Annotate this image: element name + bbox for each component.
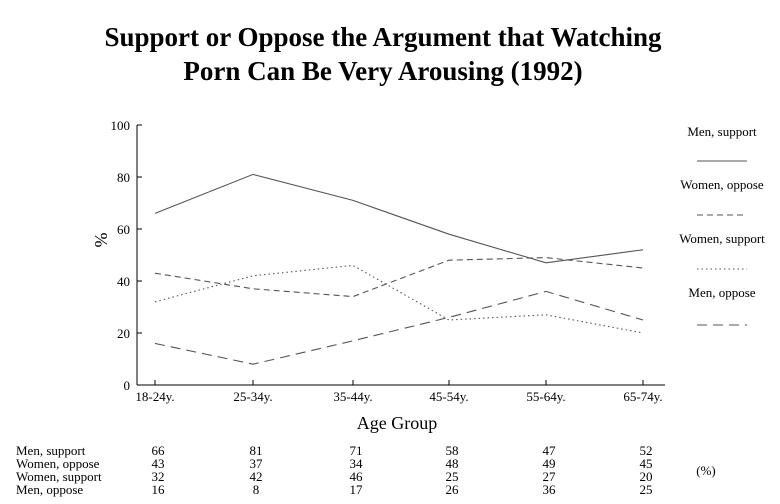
y-tick-label: 40 — [117, 274, 130, 289]
table-cell: 34 — [350, 456, 364, 471]
table-cell: 16 — [152, 482, 166, 497]
x-tick-label: 35-44y. — [333, 389, 372, 404]
chart-title-line-2: Porn Can Be Very Arousing (1992) — [183, 56, 582, 86]
legend-label: Men, support — [687, 124, 757, 139]
table-cell: 20 — [640, 469, 653, 484]
series-lines — [154, 173, 644, 365]
table-cell: 26 — [446, 482, 460, 497]
table-unit: (%) — [696, 463, 716, 478]
x-tick-label: 45-54y. — [429, 389, 468, 404]
x-axis-title: Age Group — [357, 413, 437, 433]
table-cell: 8 — [253, 482, 260, 497]
table-cell: 17 — [350, 482, 364, 497]
y-tick-label: 20 — [117, 326, 130, 341]
x-tick-label: 18-24y. — [135, 389, 174, 404]
series-line-3 — [154, 264, 644, 334]
legend: Men, support Women, oppose Women, support M… — [679, 124, 765, 326]
legend-label: Women, support — [679, 231, 765, 246]
table-cell: 46 — [350, 469, 364, 484]
legend-label: Women, oppose — [680, 177, 764, 192]
y-tick-label: 0 — [124, 378, 131, 393]
x-tick-label: 55-64y. — [526, 389, 565, 404]
x-tick-label: 65-74y. — [623, 389, 662, 404]
table-cell: 25 — [446, 469, 459, 484]
table-cell: 58 — [446, 443, 459, 458]
table-row-label: Women, oppose — [16, 456, 100, 471]
table-cell: 52 — [640, 443, 653, 458]
y-axis-title: % — [91, 233, 111, 248]
series-line-2 — [154, 257, 644, 298]
table-cell: 49 — [543, 456, 556, 471]
chart-title-line-1: Support or Oppose the Argument that Watc… — [104, 22, 662, 52]
table-cell: 36 — [543, 482, 557, 497]
table-row-label: Women, support — [16, 469, 102, 484]
table-cell: 27 — [543, 469, 557, 484]
table-cell: 45 — [640, 456, 653, 471]
table-cell: 43 — [152, 456, 165, 471]
table-cell: 32 — [152, 469, 165, 484]
y-tick-label: 100 — [111, 118, 131, 133]
table-cell: 25 — [640, 482, 653, 497]
axes: 0 20 40 60 80 100 18-24y. 25-34y. 35-44y. 45-54y.… — [91, 118, 665, 433]
y-tick-label: 60 — [117, 222, 130, 237]
table-cell: 66 — [152, 443, 166, 458]
y-tick-label: 80 — [117, 170, 130, 185]
table-row-label: Men, support — [16, 443, 86, 458]
table-cell: 71 — [350, 443, 363, 458]
legend-label: Men, oppose — [688, 285, 755, 300]
table-cell: 42 — [250, 469, 263, 484]
table-row-label: Men, oppose — [16, 482, 83, 497]
table-cell: 81 — [250, 443, 263, 458]
table-cell: 48 — [446, 456, 459, 471]
table-cell: 37 — [250, 456, 264, 471]
table-cell: 47 — [543, 443, 557, 458]
series-line-4 — [154, 290, 644, 365]
series-line-1 — [154, 173, 644, 264]
x-tick-label: 25-34y. — [233, 389, 272, 404]
